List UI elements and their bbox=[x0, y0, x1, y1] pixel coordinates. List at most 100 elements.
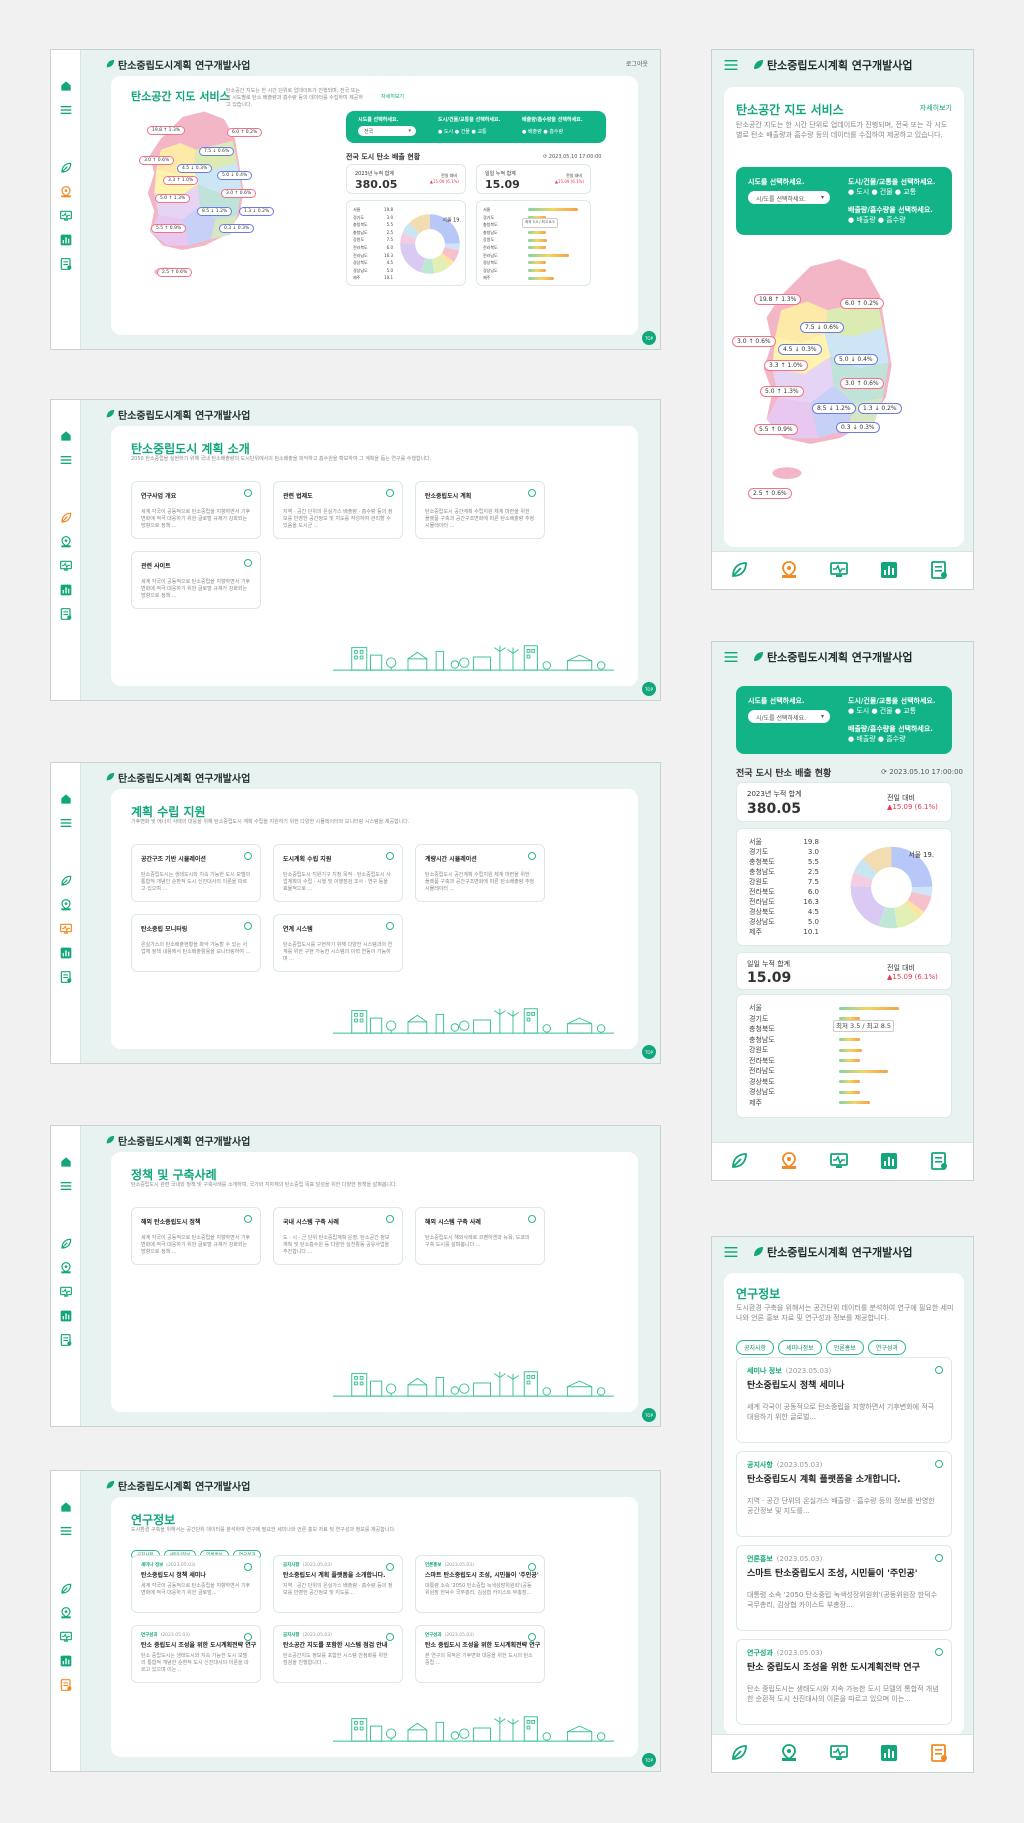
menu-icon[interactable] bbox=[60, 817, 72, 829]
map-region-label[interactable]: 4.5 ↓ 0.3% bbox=[177, 164, 213, 173]
donut-slice[interactable] bbox=[911, 886, 933, 897]
region-bar[interactable] bbox=[528, 261, 546, 265]
research-item[interactable]: 연구성과 (2023.05.03) 탄소 중립도시 조성을 위한 도시계획전략 연구… bbox=[736, 1639, 952, 1725]
home-icon[interactable] bbox=[60, 80, 72, 92]
nav-document-icon[interactable] bbox=[930, 561, 948, 579]
map-pin-icon[interactable] bbox=[60, 899, 72, 911]
emit-radio-group[interactable]: ● 배출량 ● 흡수량 bbox=[848, 216, 906, 224]
nav-document-icon[interactable] bbox=[930, 1744, 948, 1762]
map-region-label[interactable]: 6.0 ↑ 0.2% bbox=[227, 128, 263, 137]
map-region-label[interactable]: 5.0 ↑ 1.3% bbox=[760, 386, 804, 397]
plus-icon[interactable] bbox=[935, 1460, 943, 1468]
region-bar[interactable] bbox=[839, 1090, 860, 1094]
emit-radio-group[interactable]: ● 배출량 ● 흡수량 bbox=[848, 735, 906, 743]
map-region-label[interactable]: 8.5 ↓ 1.2% bbox=[197, 207, 233, 216]
leaf-icon[interactable] bbox=[60, 1583, 72, 1595]
top-button[interactable]: TOP bbox=[642, 1045, 656, 1059]
info-card[interactable]: 해외 시스템 구축 사례 탄소중립도시 해외사례로 코펜하겐과 뉴욕, 도쿄의 구… bbox=[415, 1207, 545, 1265]
info-card[interactable]: 국내 시스템 구축 사례 도 · 시 · 군 단위 탄소중립계획 운영, 탄소공간… bbox=[273, 1207, 403, 1265]
region-bar[interactable] bbox=[528, 231, 546, 235]
info-card[interactable]: 언론홍보 (2023.05.03) 스마트 탄소중립도시 조성, 시민들이 '주인공… bbox=[415, 1555, 545, 1613]
leaf-icon[interactable] bbox=[60, 875, 72, 887]
leaf-icon[interactable] bbox=[60, 1238, 72, 1250]
tab-press[interactable]: 언론홍보 bbox=[825, 1340, 864, 1355]
region-bar[interactable] bbox=[839, 1048, 862, 1052]
info-card[interactable]: 연구사업 개요 세계 각국이 공동적으로 탄소중립을 지향하면서 기후변화에 적극… bbox=[131, 481, 261, 539]
nav-chart-icon[interactable] bbox=[880, 1744, 898, 1762]
nav-map-pin-icon[interactable] bbox=[780, 1152, 798, 1170]
plus-icon[interactable] bbox=[244, 489, 252, 497]
monitor-icon[interactable] bbox=[60, 1631, 72, 1643]
nav-leaf-icon[interactable] bbox=[730, 1152, 748, 1170]
region-bar[interactable] bbox=[839, 1069, 889, 1073]
menu-icon[interactable] bbox=[60, 1180, 72, 1192]
home-icon[interactable] bbox=[60, 430, 72, 442]
info-card[interactable]: 연계 시스템 탄소중립도시를 구현하기 위해 다양한 시스템과의 연계를 위한 구… bbox=[273, 914, 403, 972]
map-region-label[interactable]: 3.3 ↑ 1.0% bbox=[163, 176, 199, 185]
top-button[interactable]: TOP bbox=[642, 1408, 656, 1422]
sido-select[interactable]: 시/도를 선택하세요. ▾ bbox=[748, 191, 830, 204]
region-bar[interactable] bbox=[839, 1006, 899, 1010]
sido-select[interactable]: 시/도를 선택하세요. ▾ bbox=[748, 710, 830, 723]
nav-map-pin-icon[interactable] bbox=[780, 561, 798, 579]
info-card[interactable]: 탄소중립 모니터링 온실가스의 탄소배출현황을 파악 가능할 수 있는 서업체 정… bbox=[131, 914, 261, 972]
info-card[interactable]: 공간구조 기반 시뮬레이션 탄소중립도시는 생태도시와 지속 가능한 도시 모델의… bbox=[131, 844, 261, 902]
donut-slice[interactable] bbox=[444, 243, 460, 251]
plus-icon[interactable] bbox=[935, 1554, 943, 1562]
donut-slice[interactable] bbox=[400, 242, 426, 273]
document-icon[interactable] bbox=[60, 608, 72, 620]
map-region-label[interactable]: 5.0 ↑ 1.3% bbox=[155, 194, 191, 203]
hamburger-icon[interactable] bbox=[724, 60, 738, 70]
donut-slice[interactable] bbox=[408, 214, 430, 234]
type-radio-group[interactable]: ● 도시 ● 건물 ● 교통 bbox=[848, 707, 917, 715]
map-region-label[interactable]: 3.0 ↑ 0.6% bbox=[139, 156, 175, 165]
hamburger-icon[interactable] bbox=[724, 1247, 738, 1257]
donut-slice[interactable] bbox=[400, 232, 417, 244]
chart-icon[interactable] bbox=[60, 234, 72, 246]
plus-icon[interactable] bbox=[386, 1633, 394, 1641]
plus-icon[interactable] bbox=[528, 1563, 536, 1571]
map-region-label[interactable]: 3.3 ↑ 1.0% bbox=[764, 360, 808, 371]
map-region-label[interactable]: 3.0 ↑ 0.6% bbox=[840, 378, 884, 389]
research-item[interactable]: 공지사항 (2023.05.03) 탄소중립도시 계획 플랫폼을 소개합니다. 지역 … bbox=[736, 1451, 952, 1537]
logout-link[interactable]: 로그아웃 bbox=[625, 61, 648, 68]
map-region-label[interactable]: 5.5 ↑ 0.9% bbox=[151, 224, 187, 233]
region-bar[interactable] bbox=[528, 208, 578, 212]
type-radio-group[interactable]: ● 도시 ● 건물 ● 교통 bbox=[438, 129, 487, 135]
info-card[interactable]: 연구성과 (2023.05.03) 탄소 중립도시 조성을 위한 도시계획전략 연구… bbox=[131, 1625, 261, 1683]
region-bar[interactable] bbox=[528, 253, 570, 257]
more-link[interactable]: 자세히보기 bbox=[919, 104, 952, 112]
info-card[interactable]: 공지사항 (2023.05.03) 탄소공간 지도를 포함한 시스템 점검 안내 탄소… bbox=[273, 1625, 403, 1683]
donut-slice[interactable] bbox=[891, 846, 933, 888]
plus-icon[interactable] bbox=[244, 852, 252, 860]
nav-chart-icon[interactable] bbox=[880, 561, 898, 579]
home-icon[interactable] bbox=[60, 793, 72, 805]
research-item[interactable]: 언론홍보 (2023.05.03) 스마트 탄소중립도시 조성, 시민들이 '주인공… bbox=[736, 1545, 952, 1631]
donut-slice[interactable] bbox=[439, 252, 454, 267]
donut-slice[interactable] bbox=[905, 899, 925, 918]
sido-select[interactable]: 전국 ▾ bbox=[358, 126, 416, 136]
plus-icon[interactable] bbox=[386, 1563, 394, 1571]
document-icon[interactable] bbox=[60, 1679, 72, 1691]
menu-icon[interactable] bbox=[60, 104, 72, 116]
nav-monitor-icon[interactable] bbox=[830, 561, 848, 579]
map-region-label[interactable]: 4.5 ↓ 0.3% bbox=[778, 344, 822, 355]
map-region-label[interactable]: 1.3 ↓ 0.2% bbox=[858, 403, 902, 414]
info-card[interactable]: 해외 탄소중립도시 정책 세계 각국이 공동적으로 탄소중립을 지향하면서 기후변… bbox=[131, 1207, 261, 1265]
donut-slice[interactable] bbox=[850, 886, 885, 927]
donut-slice[interactable] bbox=[878, 906, 898, 929]
donut-slice[interactable] bbox=[432, 255, 450, 274]
region-bar[interactable] bbox=[839, 1017, 860, 1021]
nav-leaf-icon[interactable] bbox=[730, 1744, 748, 1762]
region-bar[interactable] bbox=[528, 238, 547, 242]
leaf-icon[interactable] bbox=[60, 512, 72, 524]
region-bar[interactable] bbox=[839, 1059, 860, 1063]
donut-slice[interactable] bbox=[850, 872, 873, 887]
region-bar[interactable] bbox=[528, 246, 546, 250]
monitor-icon[interactable] bbox=[60, 923, 72, 935]
info-card[interactable]: 공지사항 (2023.05.03) 탄소중립도시 계획 플랫폼을 소개합니다. 지역 … bbox=[273, 1555, 403, 1613]
donut-slice[interactable] bbox=[402, 223, 420, 239]
plus-icon[interactable] bbox=[244, 922, 252, 930]
map-region-label[interactable]: 7.5 ↓ 0.6% bbox=[800, 322, 844, 333]
donut-slice[interactable] bbox=[441, 247, 460, 262]
